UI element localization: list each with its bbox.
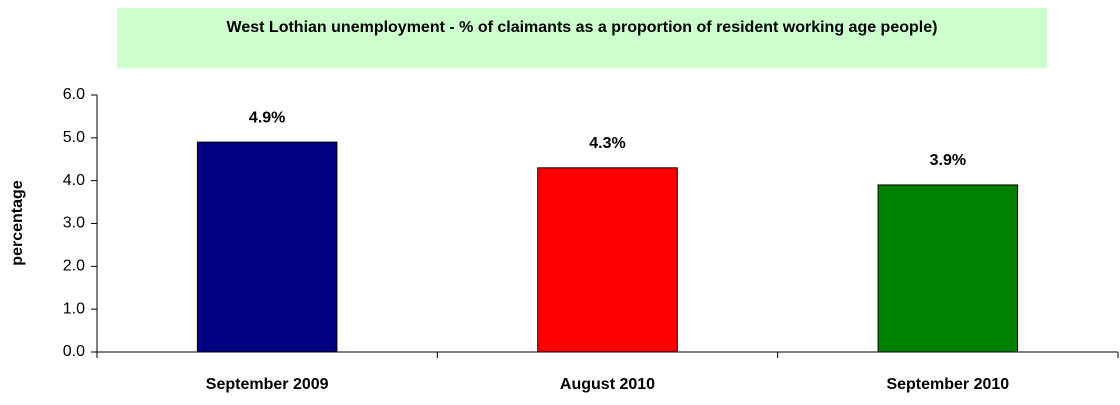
- y-tick-label: 0.0: [63, 343, 85, 360]
- bar: [877, 184, 1019, 353]
- y-tick-label: 3.0: [63, 215, 85, 232]
- y-tick-label: 4.0: [63, 172, 85, 189]
- value-label: 4.3%: [589, 135, 625, 152]
- y-tick-label: 5.0: [63, 129, 85, 146]
- chart-title: West Lothian unemployment - % of claiman…: [117, 8, 1047, 68]
- y-tick-label: 2.0: [63, 258, 85, 275]
- value-label: 3.9%: [930, 152, 966, 169]
- y-tick-label: 1.0: [63, 300, 85, 317]
- bar: [196, 141, 338, 353]
- x-tick-label: September 2009: [206, 376, 329, 393]
- y-tick-label: 6.0: [63, 86, 85, 103]
- value-label: 4.9%: [249, 109, 285, 126]
- x-tick-label: August 2010: [560, 376, 655, 393]
- y-axis-label: percentage: [9, 180, 26, 265]
- bar: [537, 167, 678, 353]
- x-tick-label: September 2010: [886, 376, 1009, 393]
